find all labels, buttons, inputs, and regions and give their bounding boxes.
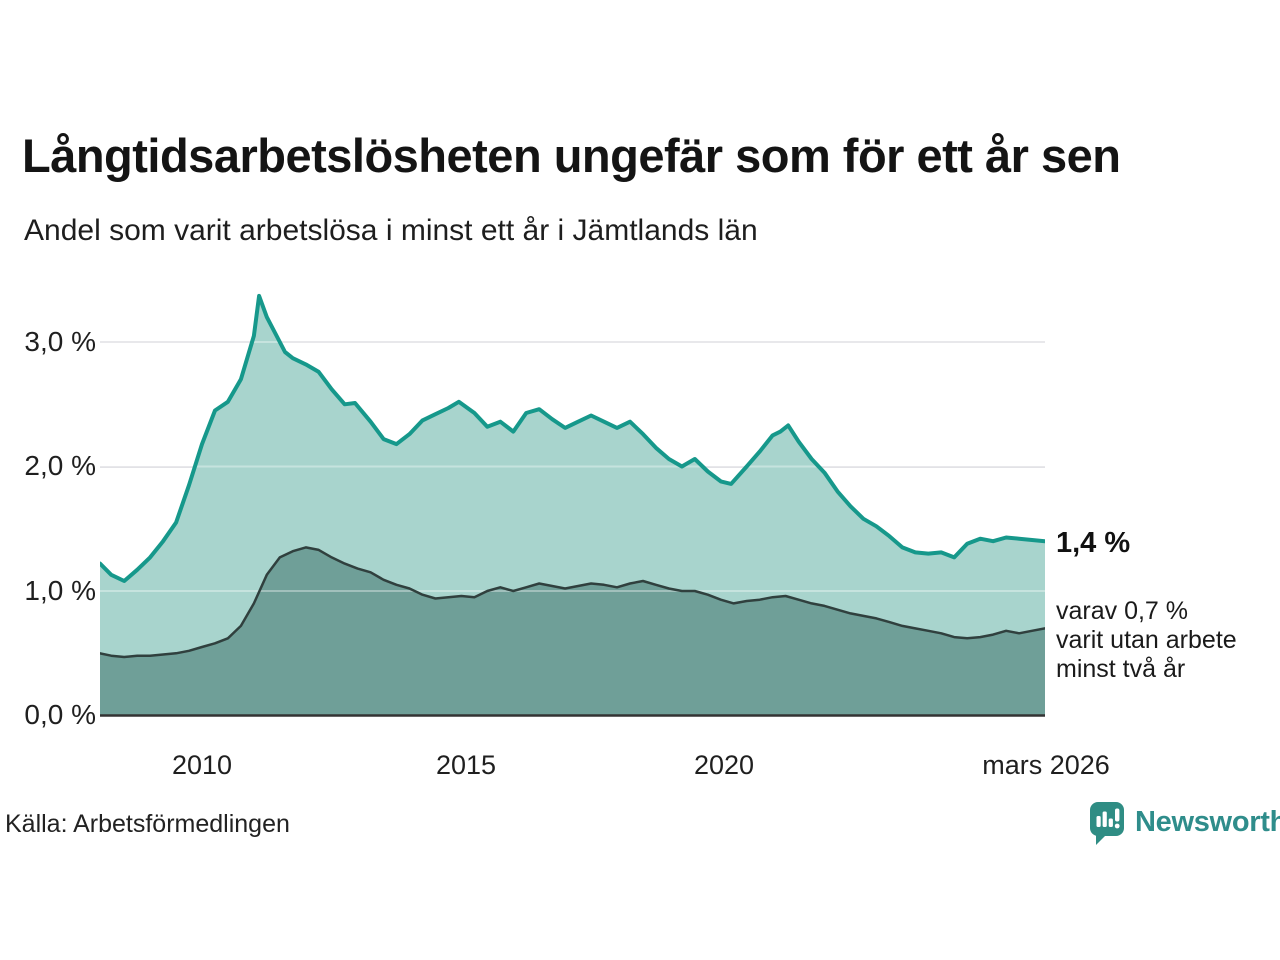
y-tick-0pct: 0,0 % [24,699,96,730]
newsworthy-logo: Newsworthy [1088,800,1280,846]
chart-subtitle: Andel som varit arbetslösa i minst ett å… [24,214,758,247]
area-chart [100,293,1045,717]
newsworthy-wordmark: Newsworthy [1135,806,1280,838]
y-tick-2pct: 2,0 % [24,450,96,481]
x-tick-2020: 2020 [693,750,755,780]
area-min-two-years [100,547,1045,716]
line-min-one-year [100,293,1045,583]
latest-value-label: 1,4 % [1056,527,1131,559]
page-title: Långtidsarbetslösheten ungefär som för e… [22,129,1121,182]
y-tick-3pct: 3,0 % [24,326,96,357]
annotation-line-2: varit utan arbete [1056,626,1237,654]
y-tick-1pct: 1,0 % [24,575,96,606]
source-label: Källa: Arbetsförmedlingen [5,810,290,838]
x-tick-2015: 2015 [435,750,497,780]
x-tick-mars-2026: mars 2026 [982,750,1110,780]
annotation-line-1: varav 0,7 % [1056,597,1189,625]
newsworthy-pin-icon [1090,802,1124,845]
line-min-two-years [100,546,1045,659]
gridline-3pct [100,341,1045,343]
gridline-overlay [100,341,1045,592]
annotation-line-3: minst två år [1056,655,1186,683]
x-tick-2010: 2010 [171,750,233,780]
two-year-annotation: varav 0,7 % varit utan arbete minst två … [1056,597,1237,684]
